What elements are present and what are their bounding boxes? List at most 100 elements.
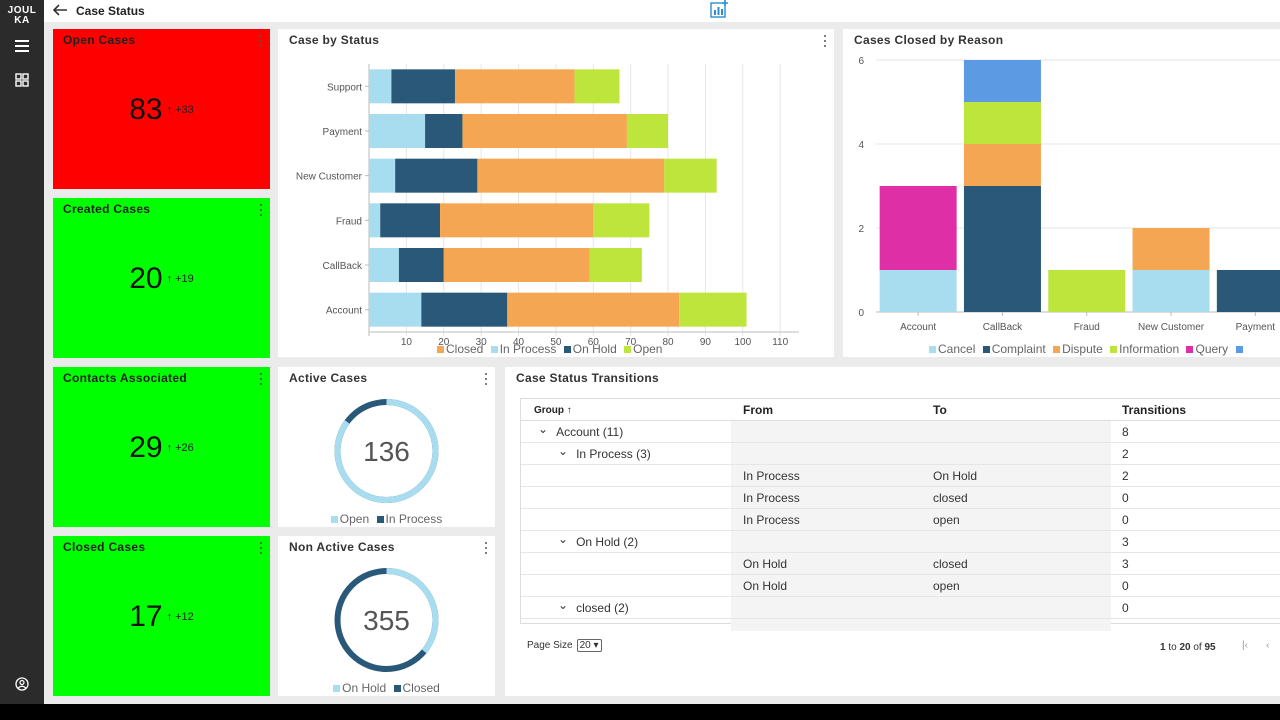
bar-on-hold-support [391,69,455,104]
legend-item-complaint[interactable]: Complaint [982,342,1046,356]
group-row[interactable]: ⌄ Account (11) 8 [521,421,1280,443]
legend-item-closed[interactable]: Closed [437,342,483,356]
kpi-delta: ↑ +26 [167,442,194,454]
transitions-cell: 3 [1122,557,1129,571]
non-active-cases-card: Non Active Cases 355 On Hold Closed [278,536,495,696]
legend-item-more[interactable] [1235,342,1245,356]
table-row[interactable]: On Hold open 0 [521,575,1280,597]
x-tick-label: 110 [772,337,788,348]
transitions-cell: 0 [1122,579,1129,593]
non-active-cases-donut: 355 [334,568,439,672]
kpi-title: Contacts Associated [63,371,187,385]
kpi-delta-value: +19 [175,273,194,285]
legend-item-query[interactable]: Query [1186,342,1228,356]
group-cell[interactable]: ⌄ Account (11) [538,422,624,439]
group-label: Account (11) [556,425,624,439]
to-cell: closed [933,557,968,571]
more-options-icon[interactable] [483,542,489,554]
case-by-status-card: Case by Status 10 20 30 40 50 60 70 80 90 100 110 S… [278,29,834,357]
more-options-icon[interactable] [258,542,264,554]
bar-closed-callback [443,248,590,282]
more-options-icon[interactable] [258,204,264,216]
table-row[interactable]: In Process open 0 [521,509,1280,531]
group-row[interactable]: ⌄ In Process (3) 2 [521,443,1280,465]
bar-closed-account [507,292,680,327]
bar-open-new-customer [664,158,717,193]
app-logo[interactable]: JOUL KA [7,5,37,26]
more-options-icon[interactable] [258,35,264,47]
legend-item-information[interactable]: Information [1110,342,1179,356]
kpi-card-open-cases: Open Cases 83 ↑ +33 [53,29,270,189]
kpi-delta: ↑ +33 [167,104,194,116]
previous-page-icon[interactable]: ‹ [1266,640,1270,651]
group-row[interactable]: ⌄ closed (2) 0 [521,597,1280,619]
bar-on-hold-new-customer [395,158,478,193]
bar-information-fraud [1048,270,1126,312]
page-size-select[interactable]: 20 ▾ [576,639,602,652]
chevron-down-icon[interactable]: ⌄ [538,422,549,436]
column-header-group[interactable]: Group ↑ [534,405,572,416]
legend-item-closed[interactable]: Closed [393,681,440,695]
table-row[interactable]: On Hold closed 3 [521,553,1280,575]
from-cell: In Process [743,491,800,505]
sort-ascending-icon[interactable]: ↑ [566,405,572,416]
bar-complaint-payment [1216,270,1280,312]
legend-item-in-process[interactable]: In Process [490,342,556,356]
group-cell[interactable]: ⌄ In Process (3) [558,444,651,461]
from-cell: On Hold [743,557,788,571]
kpi-title: Open Cases [63,33,136,47]
grid-header: Group ↑ From To Transitions [521,399,1280,421]
add-chart-icon[interactable] [708,0,730,20]
chevron-down-icon[interactable]: ⌄ [558,444,569,458]
more-options-icon[interactable] [483,373,489,385]
bar-on-hold-callback [398,248,444,282]
y-tick-label: 2 [858,224,864,235]
legend-item-open[interactable]: Open [330,512,369,526]
dashboard-icon[interactable] [12,70,32,90]
legend-item-in-process[interactable]: In Process [376,512,442,526]
legend-item-on-hold[interactable]: On Hold [563,342,617,356]
bar-open-callback [589,248,642,282]
menu-icon[interactable] [12,36,32,56]
group-cell[interactable]: ⌄ closed (2) [558,598,629,615]
legend-item-on-hold[interactable]: On Hold [333,681,386,695]
legend-item-open[interactable]: Open [624,342,662,356]
group-label: On Hold (2) [576,535,639,549]
kpi-card-contacts-associated: Contacts Associated 29 ↑ +26 [53,367,270,527]
back-arrow-icon[interactable] [52,3,70,19]
dashboard-area: Case Status Open Cases 83 ↑ +33 Created C… [44,0,1280,704]
card-title: Active Cases [289,371,368,385]
group-row[interactable]: ⌄ On Hold (2) 3 [521,531,1280,553]
legend-item-dispute[interactable]: Dispute [1053,342,1103,356]
column-header-from[interactable]: From [743,403,773,417]
user-account-icon[interactable] [12,674,32,694]
x-tick-label: 80 [662,337,674,348]
kpi-delta: ↑ +19 [167,273,194,285]
chevron-down-icon[interactable]: ⌄ [558,598,569,612]
x-tick-label: Payment [1236,322,1276,333]
chevron-down-icon[interactable]: ⌄ [558,532,569,546]
kpi-value: 20 [129,262,163,295]
kpi-title: Closed Cases [63,540,146,554]
first-page-icon[interactable]: |‹ [1242,640,1248,651]
grid-footer: Page Size 20 ▾ 1 to 20 of 95 |‹ ‹ [520,634,1280,662]
bar-closed-new-customer [477,158,665,193]
x-tick-label: 40 [513,337,525,348]
x-tick-label: 20 [438,337,450,348]
column-header-to[interactable]: To [933,403,947,417]
table-row[interactable]: In Process On Hold 2 [521,465,1280,487]
from-cell: In Process [743,469,800,483]
donut-segment-a [334,568,439,672]
legend-item-cancel[interactable]: Cancel [929,342,975,356]
transitions-cell: 0 [1122,601,1129,615]
group-label: closed (2) [576,601,629,615]
table-row[interactable]: In Process closed 0 [521,487,1280,509]
more-options-icon[interactable] [258,373,264,385]
x-tick-label: 50 [550,337,562,348]
group-cell[interactable]: ⌄ On Hold (2) [558,532,639,549]
more-options-icon[interactable] [822,35,828,47]
column-header-transitions[interactable]: Transitions [1122,403,1187,417]
bar-in-process-support [369,69,392,104]
bar-cancel-account [879,270,957,312]
arrow-up-icon: ↑ [166,442,176,454]
